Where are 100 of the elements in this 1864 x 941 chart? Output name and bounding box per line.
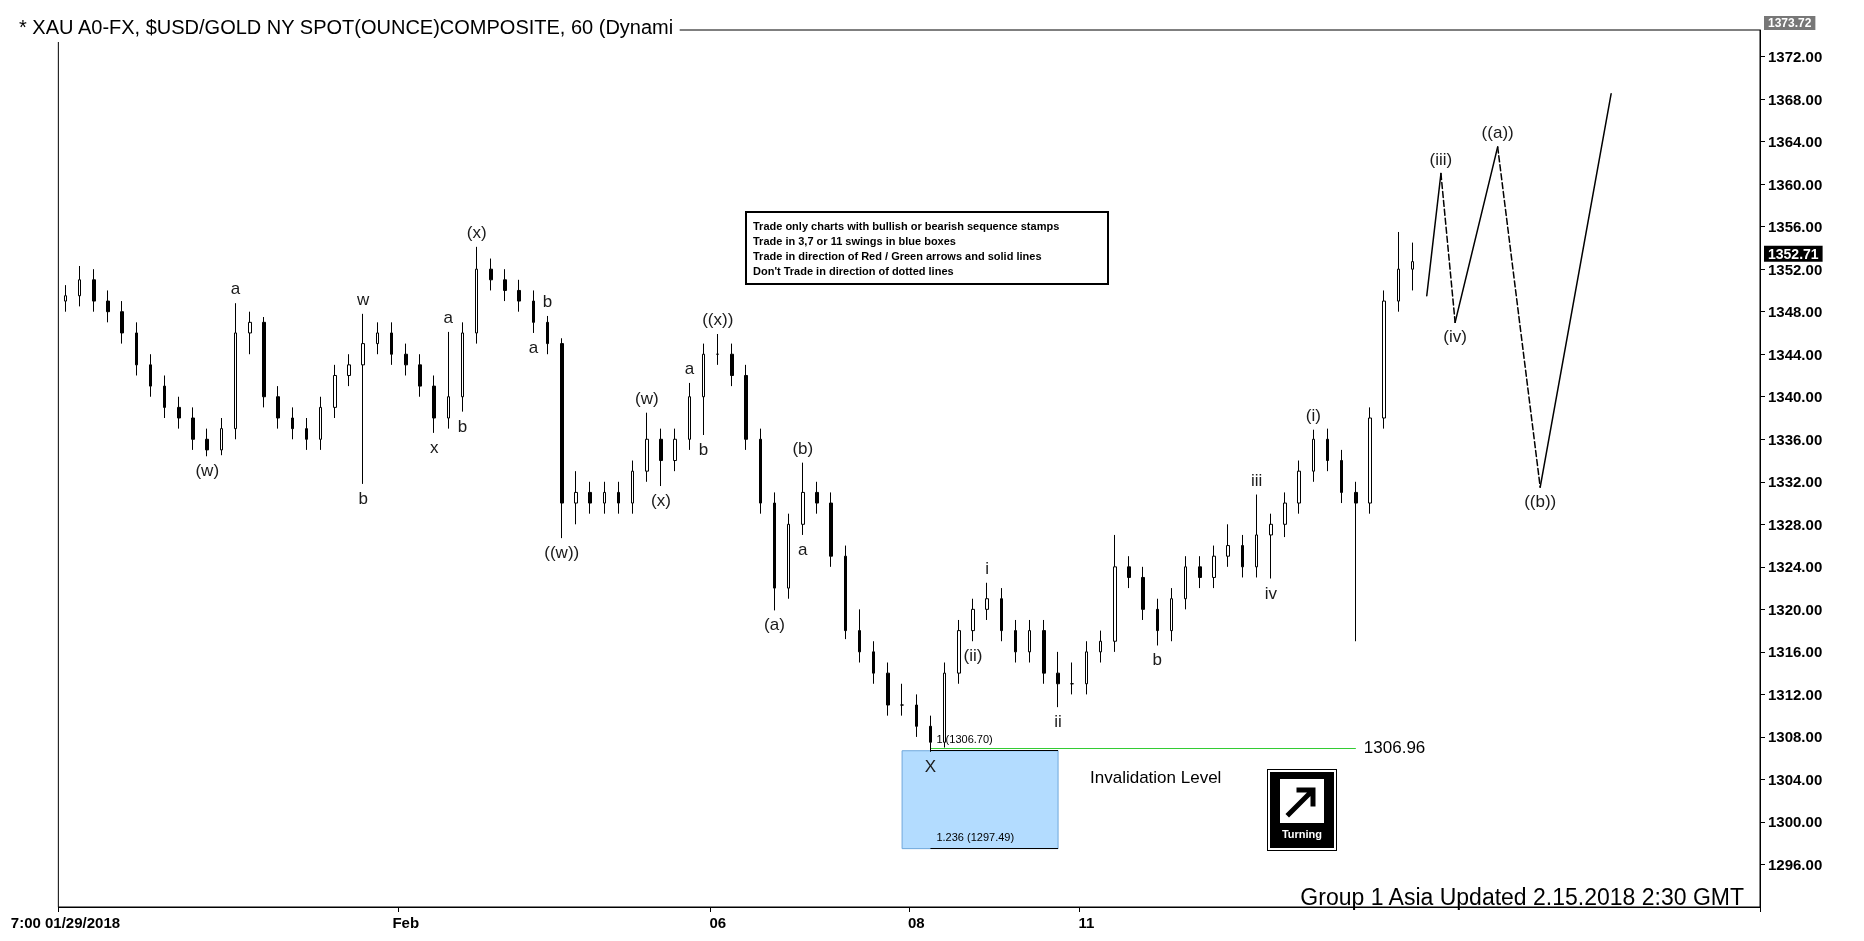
y-tick-label: 1356.00 <box>1768 218 1823 236</box>
candlestick <box>716 333 719 366</box>
candlestick <box>461 321 464 413</box>
candlestick <box>333 364 337 419</box>
candlestick <box>915 693 918 738</box>
y-tick-label: 1328.00 <box>1768 515 1823 533</box>
candlestick <box>546 315 549 355</box>
candlestick <box>64 284 67 313</box>
candlestick <box>1170 587 1173 642</box>
candlestick <box>829 491 833 568</box>
annotation: (w) <box>635 388 659 408</box>
candlestick <box>971 598 975 642</box>
candlestick <box>673 428 677 472</box>
x-tick-label: 11 <box>1078 914 1095 931</box>
candlestick <box>1000 587 1003 642</box>
y-tick-label: 1312.00 <box>1768 685 1823 703</box>
annotation: ((x)) <box>702 310 734 330</box>
ref-line-label: 1306.96 <box>1363 738 1426 758</box>
x-tick-label: 7:00 01/29/2018 <box>10 914 121 931</box>
y-tick-label: 1340.00 <box>1768 388 1823 406</box>
annotation: Turning <box>1281 828 1323 840</box>
candlestick <box>376 321 379 355</box>
candlestick <box>220 417 223 456</box>
candlestick <box>347 353 351 387</box>
candlestick <box>1368 406 1372 515</box>
y-tick-label: 1316.00 <box>1768 643 1823 661</box>
candlestick <box>163 374 166 419</box>
candlestick <box>418 353 422 398</box>
candlestick <box>872 640 875 685</box>
candlestick <box>503 268 507 302</box>
annotation: Group 1 Asia Updated 2.15.2018 2:30 GMT <box>1300 884 1744 911</box>
annotation: Trade only charts with bullish or bearish sequence stamps <box>753 219 1060 234</box>
x-tick-label: 06 <box>709 914 727 931</box>
candlestick <box>1326 428 1329 472</box>
annotation: ((w)) <box>544 543 580 563</box>
x-tick-label: Feb <box>392 914 420 931</box>
y-tick-label: 1324.00 <box>1768 558 1823 576</box>
annotation: ii <box>1054 712 1062 732</box>
candlestick <box>319 396 322 451</box>
candlestick <box>532 289 535 334</box>
candlestick <box>1070 662 1074 695</box>
candlestick <box>149 353 152 398</box>
candlestick <box>603 481 606 515</box>
annotation: (a) <box>764 615 785 635</box>
candlestick <box>645 412 649 483</box>
candlestick <box>489 258 493 291</box>
candlestick <box>1297 460 1301 515</box>
annotation: i <box>985 558 990 578</box>
candlestick <box>900 683 904 717</box>
ref-line-label: 1 (1306.70) <box>936 733 993 746</box>
annotation: X <box>924 756 937 776</box>
turning-sign: Turning <box>1268 770 1336 850</box>
y-tick-label: 1300.00 <box>1768 813 1823 831</box>
candlestick <box>1255 494 1258 578</box>
candlestick <box>1113 534 1117 653</box>
candlestick <box>801 462 805 536</box>
text: 1352.71 <box>1768 245 1819 262</box>
annotation: (x) <box>651 491 671 511</box>
ref-line-label: 1.236 (1297.49) <box>936 831 1015 844</box>
annotation: Trade in 3,7 or 11 swings in blue boxes <box>753 234 957 249</box>
candlestick <box>730 343 734 387</box>
candlestick <box>1411 242 1414 291</box>
candlestick <box>1354 481 1358 642</box>
y-tick-label: 1344.00 <box>1768 345 1823 363</box>
annotation: b <box>1152 650 1163 670</box>
annotation: b <box>542 291 553 311</box>
candlestick <box>106 289 110 323</box>
candlestick <box>560 337 564 539</box>
x-tick-label: 08 <box>907 914 925 931</box>
candlestick <box>858 608 861 663</box>
candlestick <box>702 343 705 436</box>
annotation: Don't Trade in direction of dotted lines <box>753 264 955 279</box>
candlestick <box>1014 619 1017 663</box>
candlestick <box>631 460 634 515</box>
candlestick <box>120 300 124 345</box>
candlestick <box>517 279 521 313</box>
candlestick <box>1269 513 1273 580</box>
candlestick <box>574 470 578 525</box>
annotation: b <box>358 488 368 508</box>
candlestick <box>191 406 195 451</box>
candlestick <box>1198 555 1202 589</box>
annotation: x <box>429 437 439 457</box>
candlestick <box>404 343 408 376</box>
candlestick <box>1283 491 1287 538</box>
y-tick-label: 1296.00 <box>1768 855 1823 873</box>
annotation: Trade in direction of Red / Green arrows and solid lines <box>753 249 1043 264</box>
candlestick <box>744 364 748 451</box>
y-tick-label: 1320.00 <box>1768 600 1823 618</box>
candlestick <box>985 582 989 621</box>
annotation: a <box>798 539 809 559</box>
candlestick <box>475 246 478 345</box>
chart-title: * XAU A0-FX, $USD/GOLD NY SPOT(OUNCE)COMPOSITE, 60 (Dynami <box>19 16 674 38</box>
annotation: ((a)) <box>1481 122 1514 142</box>
annotation: (iv) <box>1443 327 1467 347</box>
candlestick <box>305 417 308 451</box>
annotation: a <box>230 279 241 299</box>
annotation: b <box>457 416 468 436</box>
candlestick <box>234 302 237 440</box>
candlestick <box>1056 651 1060 708</box>
annotation: ((b)) <box>1524 492 1557 512</box>
